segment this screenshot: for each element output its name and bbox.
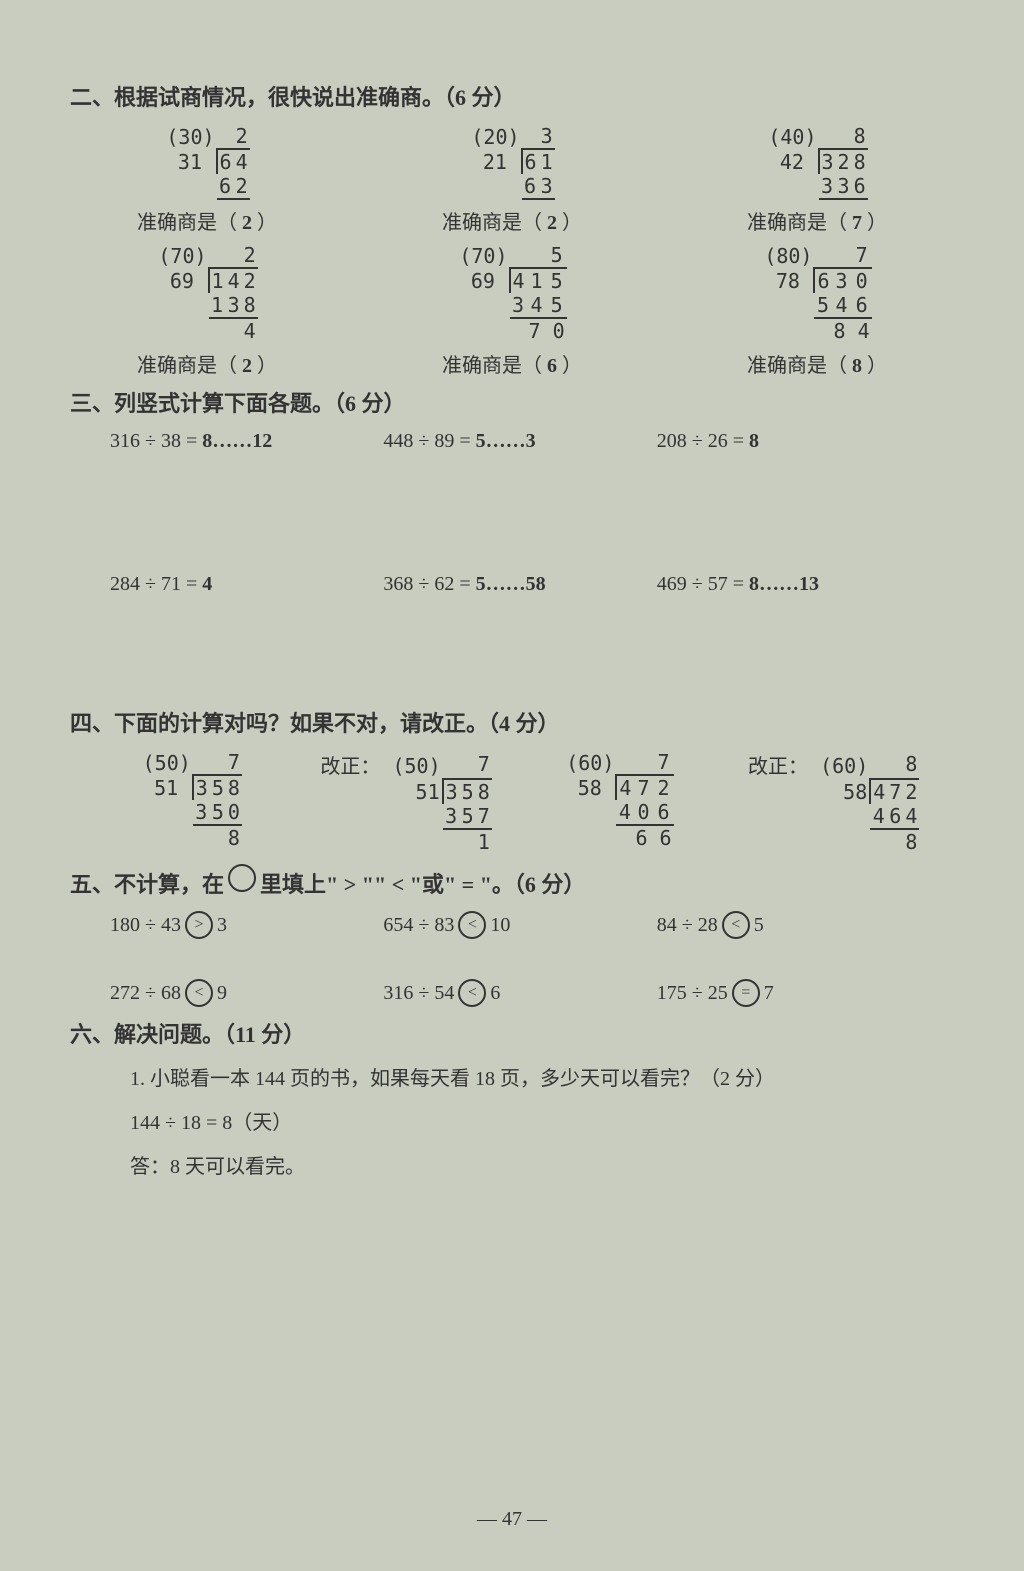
equation: 448 ÷ 89 = 5……3 [383,430,640,453]
long-division: (50)7 51358 350 8 [141,750,242,850]
page-number: — 47 — [0,1508,1024,1531]
equation: 469 ÷ 57 = 8……13 [657,573,914,596]
equation: 368 ÷ 62 = 5……58 [383,573,640,596]
long-division: 改正： (60)8 58472 464 8 [746,750,919,854]
long-division: (20)3 2161 63 [469,124,554,200]
op-circle: < [722,911,750,939]
equation: 316 ÷ 38 = 8……12 [110,430,367,453]
q1-text: 1. 小聪看一本 144 页的书，如果每天看 18 页，多少天可以看完？（2 分… [130,1061,914,1097]
answer-text: 准确商是（ 6 ） [442,349,582,378]
s4-prob: (50)7 51358 350 8 [90,750,293,854]
op-circle: < [458,979,486,1007]
op-circle: < [458,911,486,939]
answer-text: 准确商是（ 8 ） [747,349,887,378]
answer-text: 准确商是（ 7 ） [747,206,887,235]
answer-text: 准确商是（ 2 ） [137,206,277,235]
s4-prob: (60)7 58472 406 6 6 [518,750,721,854]
long-division: (30)2 3164 62 [164,124,249,200]
long-division: 改正： (50)7 51358 357 1 [318,750,491,854]
section6-title: 六、解决问题。（11 分） [70,1017,954,1049]
long-division: (80)7 78630 546 8 4 [762,243,871,343]
comparison: 654 ÷ 83<10 [383,911,640,939]
section2-title: 二、根据试商情况，很快说出准确商。（6 分） [70,80,954,112]
s2-prob: (80)7 78630 546 8 4 准确商是（ 8 ） [680,243,954,378]
comparison: 316 ÷ 54<6 [383,979,640,1007]
section5-title: 五、不计算，在里填上" > "" < "或" = "。（6 分） [70,864,954,899]
s4-correction: 改正： (50)7 51358 357 1 [304,750,507,854]
section3-title: 三、列竖式计算下面各题。（6 分） [70,386,954,418]
section5-row2: 272 ÷ 68<9 316 ÷ 54<6 175 ÷ 25=7 [110,979,914,1007]
section4-row: (50)7 51358 350 8 改正： (50)7 51358 357 1 … [90,750,934,854]
equation: 208 ÷ 26 = 8 [657,430,914,453]
section4-title: 四、下面的计算对吗？如果不对，请改正。（4 分） [70,706,954,738]
q1-calc: 144 ÷ 18 = 8（天） [130,1105,914,1141]
s2-prob: (70)5 69415 345 7 0 准确商是（ 6 ） [375,243,649,378]
s2-prob: (70)2 69142 138 4 准确商是（ 2 ） [70,243,344,378]
s2-prob: (30)2 3164 62 准确商是（ 2 ） [70,124,344,235]
answer-text: 准确商是（ 2 ） [442,206,582,235]
comparison: 175 ÷ 25=7 [657,979,914,1007]
long-division: (40)8 42328 336 [766,124,867,200]
comparison: 180 ÷ 43>3 [110,911,367,939]
s4-correction: 改正： (60)8 58472 464 8 [731,750,934,854]
s2-prob: (20)3 2161 63 准确商是（ 2 ） [375,124,649,235]
q1-answer: 答：8 天可以看完。 [130,1149,914,1185]
blank-circle-icon [228,864,256,892]
section2-row2: (70)2 69142 138 4 准确商是（ 2 ） (70)5 69415 … [70,243,954,378]
op-circle: = [732,979,760,1007]
section3-row2: 284 ÷ 71 = 4 368 ÷ 62 = 5……58 469 ÷ 57 =… [110,573,914,596]
equation: 284 ÷ 71 = 4 [110,573,367,596]
comparison: 272 ÷ 68<9 [110,979,367,1007]
long-division: (60)7 58472 406 6 6 [564,750,673,850]
section3-row1: 316 ÷ 38 = 8……12 448 ÷ 89 = 5……3 208 ÷ 2… [110,430,914,453]
answer-text: 准确商是（ 2 ） [137,349,277,378]
section5-row1: 180 ÷ 43>3 654 ÷ 83<10 84 ÷ 28<5 [110,911,914,939]
long-division: (70)5 69415 345 7 0 [457,243,566,343]
long-division: (70)2 69142 138 4 [156,243,257,343]
comparison: 84 ÷ 28<5 [657,911,914,939]
section2-row1: (30)2 3164 62 准确商是（ 2 ） (20)3 2161 63 准确… [70,124,954,235]
op-circle: > [185,911,213,939]
s2-prob: (40)8 42328 336 准确商是（ 7 ） [680,124,954,235]
op-circle: < [185,979,213,1007]
